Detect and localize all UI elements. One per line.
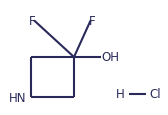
Text: Cl: Cl [150, 87, 161, 100]
Text: H: H [116, 87, 125, 100]
Text: F: F [29, 15, 36, 28]
Text: F: F [89, 15, 96, 28]
Text: HN: HN [9, 91, 26, 104]
Text: OH: OH [101, 51, 119, 64]
